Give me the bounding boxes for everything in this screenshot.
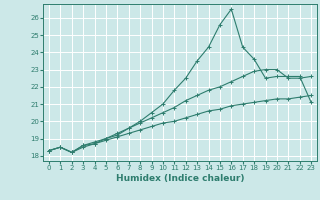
X-axis label: Humidex (Indice chaleur): Humidex (Indice chaleur)	[116, 174, 244, 183]
